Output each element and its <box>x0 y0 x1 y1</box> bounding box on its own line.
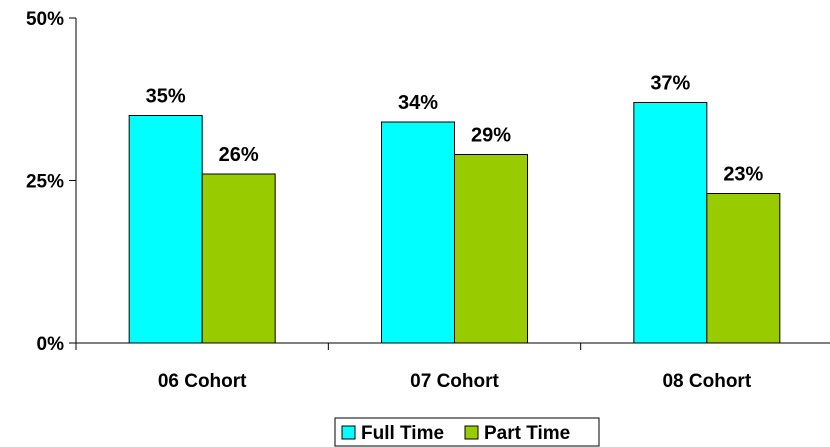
x-tick-label: 07 Cohort <box>410 371 499 392</box>
legend: Full Time Part Time <box>334 417 600 447</box>
y-tick-label: 0% <box>37 334 65 355</box>
bar-part-time-3 <box>706 193 781 344</box>
bar-full-time-2 <box>381 121 455 344</box>
bar-part-time-2 <box>454 154 528 344</box>
legend-label-part-time: Part Time <box>484 423 570 444</box>
data-label: 37% <box>650 73 690 95</box>
legend-swatch-part-time <box>464 425 479 440</box>
x-tick-label: 06 Cohort <box>158 371 247 392</box>
bar-full-time-3 <box>633 102 708 344</box>
y-tick-label: 50% <box>26 9 64 30</box>
legend-swatch-full-time <box>341 425 356 440</box>
data-label: 34% <box>398 92 438 114</box>
data-label: 26% <box>219 144 259 166</box>
data-label: 35% <box>146 86 186 108</box>
data-labels: 35% 26% 34% 29% 37% 23% <box>146 73 764 186</box>
x-tick-labels: 06 Cohort 07 Cohort 08 Cohort <box>158 371 752 392</box>
bar-part-time-1 <box>201 173 276 344</box>
data-label: 29% <box>471 125 511 147</box>
y-tick-label: 25% <box>26 172 64 193</box>
x-tick-label: 08 Cohort <box>662 371 751 392</box>
bars <box>128 102 781 344</box>
legend-label-full-time: Full Time <box>361 423 444 444</box>
bar-full-time-1 <box>128 115 203 344</box>
data-label: 23% <box>723 164 763 186</box>
